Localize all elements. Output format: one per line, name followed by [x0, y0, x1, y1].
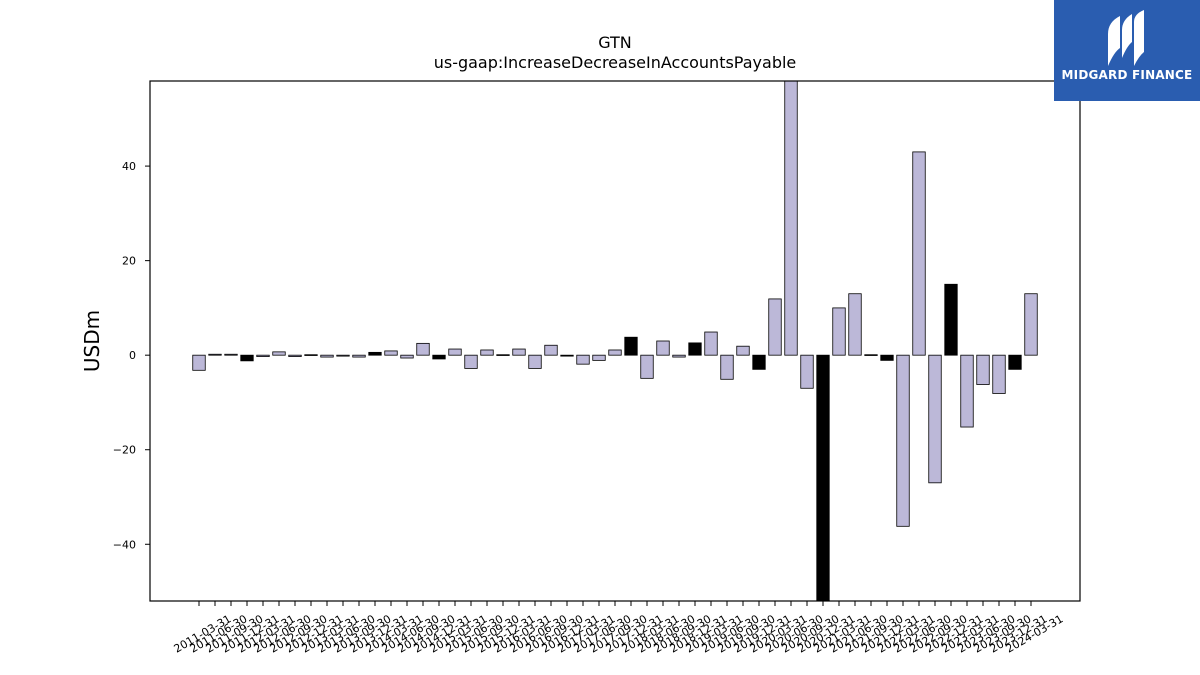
brand-name: MIDGARD FINANCE [1061, 68, 1193, 82]
bar-2013-09-30 [352, 354, 366, 358]
bars [192, 80, 1038, 602]
bar-2016-09-30 [544, 344, 558, 356]
brand-logo: MIDGARD FINANCE [1054, 0, 1200, 101]
bar-2016-12-31 [560, 354, 574, 357]
bar-2011-03-31 [192, 354, 206, 371]
chart-subtitle: us-gaap:IncreaseDecreaseInAccountsPayabl… [434, 53, 797, 72]
bar-2021-06-30 [848, 293, 862, 356]
bar-2019-09-30 [736, 345, 750, 356]
bar-2015-09-30 [480, 349, 494, 356]
brand-logo-mark-icon [1108, 10, 1144, 66]
bar-2022-09-30 [928, 354, 942, 484]
bar-2015-12-31 [496, 354, 510, 356]
plot-frame [149, 80, 1081, 602]
bar-2014-09-30 [416, 342, 430, 356]
bar-2019-03-31 [704, 331, 718, 356]
bar-2017-09-30 [608, 349, 622, 356]
bar-2023-03-31 [960, 354, 974, 428]
bar-2020-09-30 [800, 354, 814, 389]
y-tick-label: −40 [113, 538, 136, 551]
bar-2011-09-30 [224, 353, 238, 356]
bar-2020-12-31 [816, 354, 830, 602]
bar-2022-12-31 [944, 283, 958, 356]
bar-2020-03-31 [768, 298, 782, 356]
bar-2015-06-30 [464, 354, 478, 369]
bar-2014-12-31 [432, 354, 446, 360]
bar-2015-03-31 [448, 348, 462, 356]
bar-2012-03-31 [256, 354, 270, 357]
bar-2023-06-30 [976, 354, 990, 385]
y-tick-label: 40 [122, 160, 136, 173]
bar-2012-06-30 [272, 351, 286, 356]
y-axis-label: USDm [80, 310, 104, 372]
bar-2024-03-31 [1024, 293, 1038, 356]
bar-2017-12-31 [624, 336, 638, 356]
bar-2021-03-31 [832, 307, 846, 356]
bar-2016-03-31 [512, 348, 526, 356]
x-axis-ticks: 2011-03-312011-06-302011-09-302011-12-31… [172, 601, 1066, 656]
bar-2019-12-31 [752, 354, 766, 370]
bar-2022-03-31 [896, 354, 910, 527]
bar-2012-12-31 [304, 354, 318, 356]
bar-2017-03-31 [576, 354, 590, 365]
y-axis-ticks: −40 −20 0 20 40 [113, 160, 150, 551]
bar-2013-06-30 [336, 354, 350, 357]
bar-2012-09-30 [288, 354, 302, 357]
bar-2011-12-31 [240, 354, 254, 362]
chart-title: GTN [598, 33, 632, 52]
bar-2018-12-31 [688, 342, 702, 356]
bar-2017-06-30 [592, 354, 606, 361]
bar-2018-09-30 [672, 354, 686, 358]
y-tick-label: 0 [129, 349, 136, 362]
bar-2018-06-30 [656, 340, 670, 356]
y-tick-label: 20 [122, 255, 136, 268]
bar-2019-06-30 [720, 354, 734, 380]
bar-2021-09-30 [864, 354, 878, 356]
bar-2023-12-31 [1008, 354, 1022, 370]
bar-2018-03-31 [640, 354, 654, 379]
bar-2023-09-30 [992, 354, 1006, 394]
bar-2011-06-30 [208, 353, 222, 356]
bar-2013-03-31 [320, 354, 334, 358]
bar-2016-06-30 [528, 354, 542, 369]
bar-2020-06-30 [784, 80, 798, 356]
bar-2014-06-30 [400, 354, 414, 359]
bar-2013-12-31 [368, 351, 382, 356]
bar-2014-03-31 [384, 350, 398, 356]
bar-2021-12-31 [880, 354, 894, 361]
y-tick-label: −20 [113, 444, 136, 457]
bar-2022-06-30 [912, 151, 926, 356]
